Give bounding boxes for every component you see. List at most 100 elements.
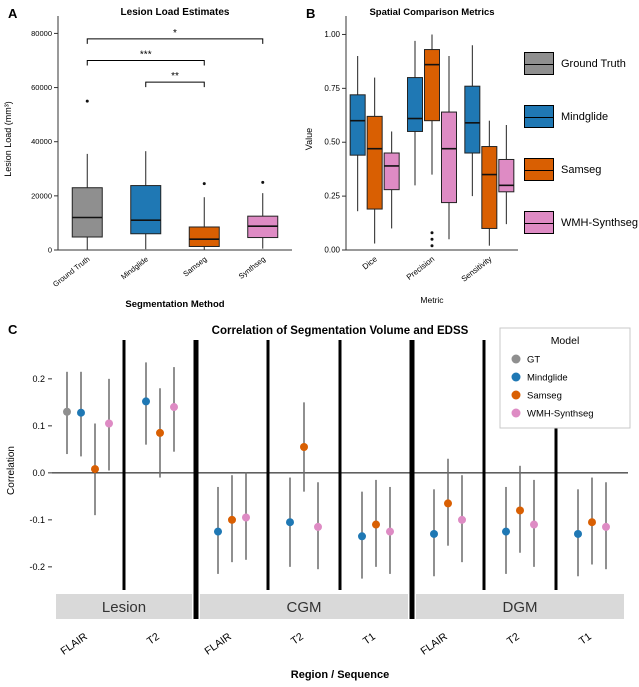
- svg-text:Lesion: Lesion: [102, 599, 146, 616]
- point-Samseg: [516, 506, 524, 515]
- svg-text:0.2: 0.2: [32, 374, 45, 384]
- svg-text:*: *: [173, 28, 177, 39]
- point-Mindglide: [502, 527, 510, 536]
- svg-text:Segmentation Method: Segmentation Method: [125, 299, 224, 310]
- svg-text:Ground Truth: Ground Truth: [51, 254, 91, 288]
- svg-text:0.1: 0.1: [32, 421, 45, 431]
- outlier-point: [430, 231, 434, 235]
- box: [464, 85, 481, 154]
- legend-dot-icon: [511, 408, 521, 418]
- svg-text:Synthseg: Synthseg: [237, 254, 267, 280]
- svg-text:1.00: 1.00: [324, 30, 340, 39]
- box: [481, 146, 498, 229]
- svg-text:Samseg: Samseg: [527, 391, 562, 402]
- outlier-point: [261, 180, 265, 184]
- svg-text:FLAIR: FLAIR: [58, 630, 90, 657]
- legend-label: Samseg: [561, 163, 602, 176]
- correlation-pointrange-chart: Correlation of Segmentation Volume and E…: [6, 325, 631, 681]
- legend-label: WMH-Synthseg: [561, 216, 639, 229]
- point-WMH-Synthseg: [386, 527, 394, 536]
- panel-c-label: C: [8, 322, 18, 337]
- point-Mindglide: [142, 397, 150, 406]
- point-Samseg: [156, 428, 164, 437]
- facet-strip-CGM: [200, 594, 408, 619]
- point-Samseg: [91, 465, 99, 474]
- box: [498, 158, 515, 193]
- svg-text:40000: 40000: [31, 137, 52, 146]
- outlier-point: [430, 244, 434, 248]
- svg-text:T2: T2: [505, 631, 522, 648]
- facet-strip-Lesion: [56, 594, 192, 619]
- svg-text:-0.1: -0.1: [29, 515, 45, 525]
- svg-text:Correlation: Correlation: [6, 446, 17, 495]
- svg-text:T2: T2: [289, 631, 306, 648]
- point-WMH-Synthseg: [170, 403, 178, 412]
- svg-text:Samseg: Samseg: [181, 254, 208, 278]
- point-WMH-Synthseg: [105, 419, 113, 428]
- outlier-point: [202, 182, 206, 186]
- svg-text:0.75: 0.75: [324, 84, 340, 93]
- svg-text:60000: 60000: [31, 83, 52, 92]
- svg-text:Correlation of Segmentation Vo: Correlation of Segmentation Volume and E…: [212, 325, 469, 337]
- svg-text:0: 0: [48, 246, 52, 255]
- svg-text:0.00: 0.00: [324, 246, 340, 255]
- panel-a-label: A: [8, 6, 18, 21]
- point-WMH-Synthseg: [530, 520, 538, 529]
- point-Mindglide: [430, 529, 438, 538]
- method-legend: Ground Truth Mindglide Samseg WMH-Synths…: [524, 52, 639, 264]
- legend-label: Ground Truth: [561, 57, 626, 70]
- svg-text:Sensitivity: Sensitivity: [460, 254, 494, 283]
- svg-text:T1: T1: [577, 631, 594, 648]
- outlier-point: [85, 99, 89, 103]
- svg-text:20000: 20000: [31, 191, 52, 200]
- box: [407, 77, 423, 132]
- svg-text:Dice: Dice: [361, 254, 380, 271]
- svg-text:FLAIR: FLAIR: [418, 630, 450, 657]
- box: [383, 152, 400, 191]
- svg-text:-0.2: -0.2: [29, 562, 45, 572]
- svg-text:Region / Sequence: Region / Sequence: [291, 669, 389, 681]
- svg-text:Mindglide: Mindglide: [527, 373, 568, 384]
- box: [424, 49, 440, 122]
- svg-text:T2: T2: [145, 631, 162, 648]
- svg-text:Lesion Load Estimates: Lesion Load Estimates: [121, 7, 230, 18]
- box: [349, 94, 366, 156]
- boxplot-key-icon: [524, 158, 554, 181]
- significance-bracket: [86, 38, 264, 44]
- box: [188, 226, 220, 247]
- svg-text:GT: GT: [527, 355, 540, 366]
- point-Mindglide: [77, 408, 85, 417]
- point-Mindglide: [286, 518, 294, 527]
- legend-dot-icon: [511, 390, 521, 400]
- significance-bracket: [86, 59, 205, 66]
- point-Samseg: [444, 499, 452, 508]
- svg-text:Lesion Load (mm³): Lesion Load (mm³): [3, 101, 13, 177]
- legend-label: Mindglide: [561, 110, 609, 123]
- svg-text:Precision: Precision: [405, 254, 436, 281]
- significance-bracket: [145, 81, 205, 88]
- point-Mindglide: [358, 532, 366, 541]
- facet-strip-DGM: [416, 594, 624, 619]
- svg-text:**: **: [171, 71, 179, 82]
- boxplot-key-icon: [524, 52, 554, 75]
- point-WMH-Synthseg: [314, 522, 322, 531]
- boxplot-key-icon: [524, 105, 554, 128]
- svg-text:DGM: DGM: [503, 599, 538, 616]
- outlier-point: [430, 237, 434, 241]
- point-Samseg: [372, 520, 380, 529]
- box: [71, 187, 103, 238]
- legend-item-mindglide: Mindglide: [524, 105, 636, 128]
- legend-item-ground-truth: Ground Truth: [524, 52, 636, 75]
- svg-text:Metric: Metric: [420, 295, 444, 305]
- legend-item-samseg: Samseg: [524, 158, 636, 181]
- svg-text:WMH-Synthseg: WMH-Synthseg: [527, 409, 594, 420]
- point-Samseg: [588, 518, 596, 527]
- point-GT: [63, 407, 71, 416]
- box: [366, 115, 383, 210]
- point-Mindglide: [574, 529, 582, 538]
- svg-text:FLAIR: FLAIR: [202, 630, 234, 657]
- svg-text:Spatial Comparison Metrics: Spatial Comparison Metrics: [369, 7, 494, 18]
- svg-text:Value: Value: [304, 128, 314, 150]
- box: [441, 111, 457, 204]
